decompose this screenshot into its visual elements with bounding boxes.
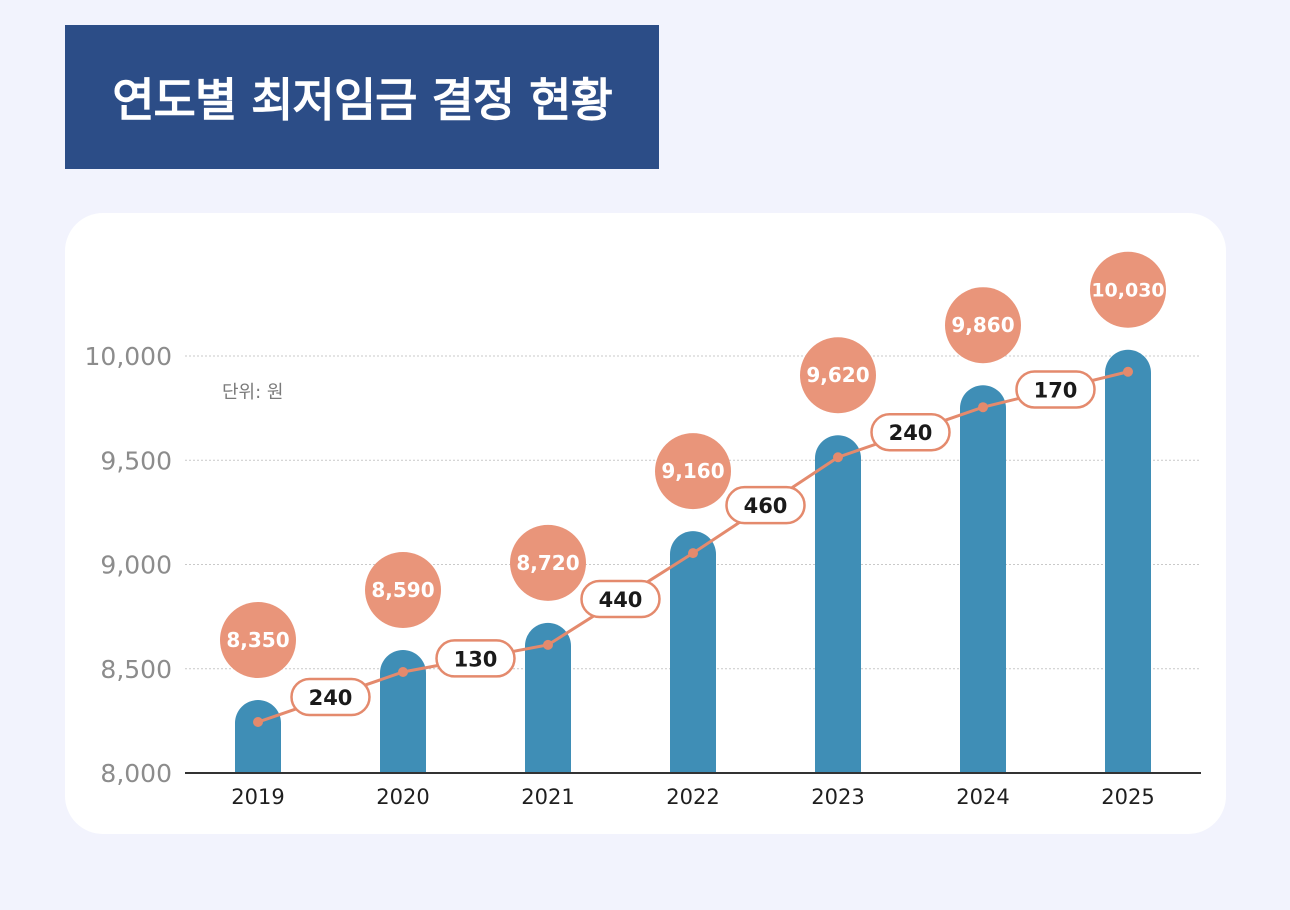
title-banner: 연도별 최저임금 결정 현황	[65, 25, 659, 169]
value-circle	[1090, 251, 1166, 328]
bar	[380, 649, 426, 773]
x-tick-label: 2023	[811, 785, 864, 809]
increase-label: 460	[744, 494, 788, 518]
value-circle	[510, 524, 586, 601]
x-tick-label: 2021	[521, 785, 574, 809]
x-tick-label: 2022	[666, 785, 719, 809]
value-label: 8,720	[516, 551, 579, 575]
increase-label: 440	[599, 588, 643, 612]
bar	[960, 385, 1006, 773]
trend-point	[253, 717, 263, 728]
value-circle	[220, 602, 296, 679]
y-tick-label: 9,500	[100, 446, 172, 475]
y-tick-label: 9,000	[100, 551, 172, 580]
trend-point	[833, 452, 843, 463]
value-label: 10,030	[1091, 280, 1164, 302]
value-label: 8,590	[371, 578, 434, 602]
value-label: 9,160	[661, 459, 724, 483]
bar	[235, 700, 281, 773]
bar	[815, 435, 861, 773]
x-tick-label: 2025	[1101, 785, 1154, 809]
trend-point	[543, 639, 553, 650]
trend-point	[1123, 366, 1133, 377]
trend-point	[688, 548, 698, 559]
increase-pill	[870, 412, 951, 452]
value-circle	[365, 551, 441, 628]
trend-point	[398, 666, 408, 677]
value-circle	[800, 337, 876, 414]
increase-pill	[580, 579, 661, 619]
trend-point	[978, 402, 988, 413]
page-title: 연도별 최저임금 결정 현황	[112, 73, 613, 127]
increase-pill	[435, 639, 516, 678]
increase-pill	[725, 485, 806, 525]
bar	[670, 531, 716, 773]
bar	[525, 622, 571, 773]
chart-card: 8,000 8,500 9,000 9,500 10,000 단위: 원 2019 2020 2…	[65, 213, 1226, 834]
value-label: 9,620	[806, 363, 869, 387]
increase-label: 170	[1034, 378, 1078, 402]
y-tick-label: 8,500	[100, 655, 172, 684]
unit-label: 단위: 원	[222, 382, 283, 403]
increase-label: 240	[889, 421, 933, 445]
increase-label: 240	[309, 686, 353, 710]
value-label: 9,860	[951, 313, 1014, 337]
value-label: 8,350	[226, 628, 289, 652]
bar	[1105, 349, 1151, 773]
increase-pill	[290, 677, 371, 717]
increase-label: 130	[454, 647, 498, 671]
x-tick-label: 2024	[956, 785, 1009, 809]
x-tick-label: 2019	[231, 785, 284, 809]
increase-pill	[1015, 370, 1096, 409]
min-wage-chart: 8,000 8,500 9,000 9,500 10,000 단위: 원 2019 2020 2…	[85, 251, 1201, 809]
value-circle	[655, 433, 731, 510]
y-tick-label: 10,000	[85, 342, 172, 371]
x-tick-label: 2020	[376, 785, 429, 809]
y-tick-label: 8,000	[100, 759, 172, 788]
value-circle	[945, 287, 1021, 364]
